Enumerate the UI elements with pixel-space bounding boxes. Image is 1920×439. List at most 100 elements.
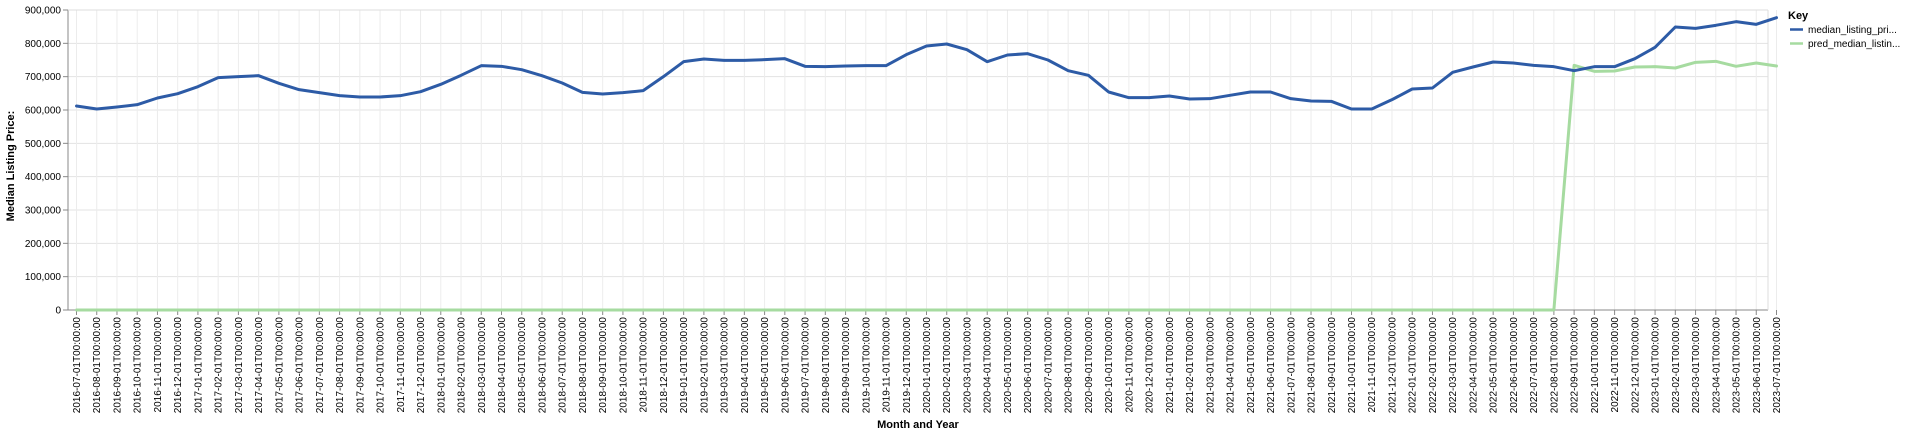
x-tick-label: 2017-11-01T00:00:00 <box>396 317 407 413</box>
x-tick-label: 2019-03-01T00:00:00 <box>720 317 731 414</box>
x-tick-label: 2020-12-01T00:00:00 <box>1145 317 1156 414</box>
x-tick-label: 2019-10-01T00:00:00 <box>861 317 872 414</box>
x-tick-label: 2019-08-01T00:00:00 <box>821 317 832 414</box>
x-tick-label: 2016-12-01T00:00:00 <box>173 317 184 414</box>
x-tick-label: 2022-07-01T00:00:00 <box>1529 317 1540 414</box>
x-tick-label: 2019-04-01T00:00:00 <box>740 317 751 414</box>
series-line <box>75 16 1778 111</box>
x-axis-title: Month and Year <box>877 419 959 431</box>
x-tick-label: 2017-05-01T00:00:00 <box>274 317 285 414</box>
x-tick-label: 2020-10-01T00:00:00 <box>1104 317 1115 414</box>
x-tick-label: 2022-05-01T00:00:00 <box>1489 317 1500 414</box>
x-tick-label: 2019-02-01T00:00:00 <box>699 317 710 414</box>
x-tick-label: 2017-12-01T00:00:00 <box>416 317 427 414</box>
x-tick-label: 2020-07-01T00:00:00 <box>1043 317 1054 414</box>
x-tick-label: 2018-05-01T00:00:00 <box>517 317 528 414</box>
x-tick-label: 2021-02-01T00:00:00 <box>1185 317 1196 414</box>
x-tick-label: 2019-12-01T00:00:00 <box>902 317 913 414</box>
y-tick-label: 100,000 <box>25 272 62 283</box>
x-tick-label: 2021-07-01T00:00:00 <box>1286 317 1297 414</box>
x-tick-label: 2020-09-01T00:00:00 <box>1084 317 1095 414</box>
x-tick-label: 2021-04-01T00:00:00 <box>1226 317 1237 414</box>
y-tick-label: 400,000 <box>25 172 62 183</box>
x-tick-label: 2017-09-01T00:00:00 <box>355 317 366 414</box>
x-tick-label: 2018-07-01T00:00:00 <box>558 317 569 414</box>
x-tick-label: 2018-11-01T00:00:00 <box>639 317 650 413</box>
y-tick-label: 900,000 <box>25 6 62 17</box>
x-tick-label: 2020-04-01T00:00:00 <box>983 317 994 414</box>
x-tick-label: 2017-02-01T00:00:00 <box>214 317 225 414</box>
x-tick-label: 2021-09-01T00:00:00 <box>1327 317 1338 414</box>
x-tick-label: 2020-11-01T00:00:00 <box>1124 317 1135 413</box>
x-tick-label: 2018-08-01T00:00:00 <box>578 317 589 414</box>
x-tick-label: 2021-06-01T00:00:00 <box>1266 317 1277 414</box>
x-tick-label: 2017-06-01T00:00:00 <box>295 317 306 414</box>
y-tick-label: 600,000 <box>25 106 62 117</box>
x-tick-label: 2023-03-01T00:00:00 <box>1691 317 1702 414</box>
x-tick-label: 2018-03-01T00:00:00 <box>477 317 488 414</box>
x-tick-label: 2017-04-01T00:00:00 <box>254 317 265 414</box>
x-tick-label: 2018-02-01T00:00:00 <box>457 317 468 414</box>
x-tick-label: 2017-03-01T00:00:00 <box>234 317 245 414</box>
legend-label: pred_median_listin... <box>1808 39 1900 50</box>
legend-items: median_listing_pri... pred_median_listin.… <box>1790 25 1900 50</box>
legend-title: Key <box>1788 10 1809 22</box>
x-tick-label: 2021-12-01T00:00:00 <box>1387 317 1398 414</box>
y-axis-title: Median Listing Price: <box>5 111 17 222</box>
y-tick-label: 200,000 <box>25 239 62 250</box>
y-tick-label: 700,000 <box>25 72 62 83</box>
x-tick-label: 2022-02-01T00:00:00 <box>1428 317 1439 414</box>
x-tick-label: 2023-07-01T00:00:00 <box>1772 317 1783 414</box>
legend: Key median_listing_pri... pred_median_lis… <box>1788 10 1900 50</box>
grid <box>68 9 1777 311</box>
x-tick-label: 2021-05-01T00:00:00 <box>1246 317 1257 414</box>
x-tick-label: 2022-08-01T00:00:00 <box>1549 317 1560 414</box>
x-tick-label: 2023-05-01T00:00:00 <box>1732 317 1743 414</box>
x-tick-label: 2019-07-01T00:00:00 <box>801 317 812 414</box>
x-tick-label: 2017-10-01T00:00:00 <box>376 317 387 414</box>
series-line <box>75 59 1778 312</box>
x-tick-label: 2022-06-01T00:00:00 <box>1509 317 1520 414</box>
axes: 0 100,000 200,000 300,000 400,000 500,000 600,… <box>25 6 1783 414</box>
x-tick-label: 2020-08-01T00:00:00 <box>1064 317 1075 414</box>
x-tick-label: 2020-01-01T00:00:00 <box>922 317 933 414</box>
x-tick-label: 2018-04-01T00:00:00 <box>497 317 508 414</box>
x-tick-label: 2019-05-01T00:00:00 <box>760 317 771 414</box>
x-tick-label: 2021-01-01T00:00:00 <box>1165 317 1176 414</box>
y-tick-label: 500,000 <box>25 139 62 150</box>
x-tick-label: 2016-09-01T00:00:00 <box>112 317 123 414</box>
x-tick-label: 2022-11-01T00:00:00 <box>1610 317 1621 413</box>
x-tick-label: 2017-08-01T00:00:00 <box>335 317 346 414</box>
x-tick-label: 2019-01-01T00:00:00 <box>679 317 690 414</box>
x-tick-label: 2022-03-01T00:00:00 <box>1448 317 1459 414</box>
series-lines <box>75 16 1778 312</box>
x-tick-label: 2022-10-01T00:00:00 <box>1590 317 1601 414</box>
x-tick-label: 2021-11-01T00:00:00 <box>1367 317 1378 413</box>
x-tick-label: 2023-01-01T00:00:00 <box>1651 317 1662 414</box>
x-tick-label: 2022-12-01T00:00:00 <box>1630 317 1641 414</box>
x-tick-label: 2016-10-01T00:00:00 <box>133 317 144 414</box>
x-tick-label: 2018-10-01T00:00:00 <box>618 317 629 414</box>
x-tick-label: 2019-11-01T00:00:00 <box>882 317 893 413</box>
x-tick-label: 2016-08-01T00:00:00 <box>92 317 103 414</box>
y-tick-label: 800,000 <box>25 39 62 50</box>
x-tick-label: 2020-02-01T00:00:00 <box>942 317 953 414</box>
x-tick-label: 2023-04-01T00:00:00 <box>1711 317 1722 414</box>
x-tick-label: 2018-06-01T00:00:00 <box>537 317 548 414</box>
x-tick-label: 2023-06-01T00:00:00 <box>1752 317 1763 414</box>
y-tick-label: 0 <box>55 306 61 317</box>
x-tick-label: 2016-07-01T00:00:00 <box>72 317 83 414</box>
legend-label: median_listing_pri... <box>1808 25 1897 36</box>
x-tick-label: 2021-03-01T00:00:00 <box>1205 317 1216 414</box>
x-tick-label: 2019-09-01T00:00:00 <box>841 317 852 414</box>
x-tick-label: 2022-09-01T00:00:00 <box>1570 317 1581 414</box>
x-tick-label: 2022-01-01T00:00:00 <box>1408 317 1419 414</box>
y-tick-label: 300,000 <box>25 206 62 217</box>
x-tick-label: 2022-04-01T00:00:00 <box>1468 317 1479 414</box>
x-tick-label: 2018-12-01T00:00:00 <box>659 317 670 414</box>
x-tick-label: 2017-07-01T00:00:00 <box>315 317 326 414</box>
x-tick-label: 2018-09-01T00:00:00 <box>598 317 609 414</box>
x-tick-label: 2020-06-01T00:00:00 <box>1023 317 1034 414</box>
